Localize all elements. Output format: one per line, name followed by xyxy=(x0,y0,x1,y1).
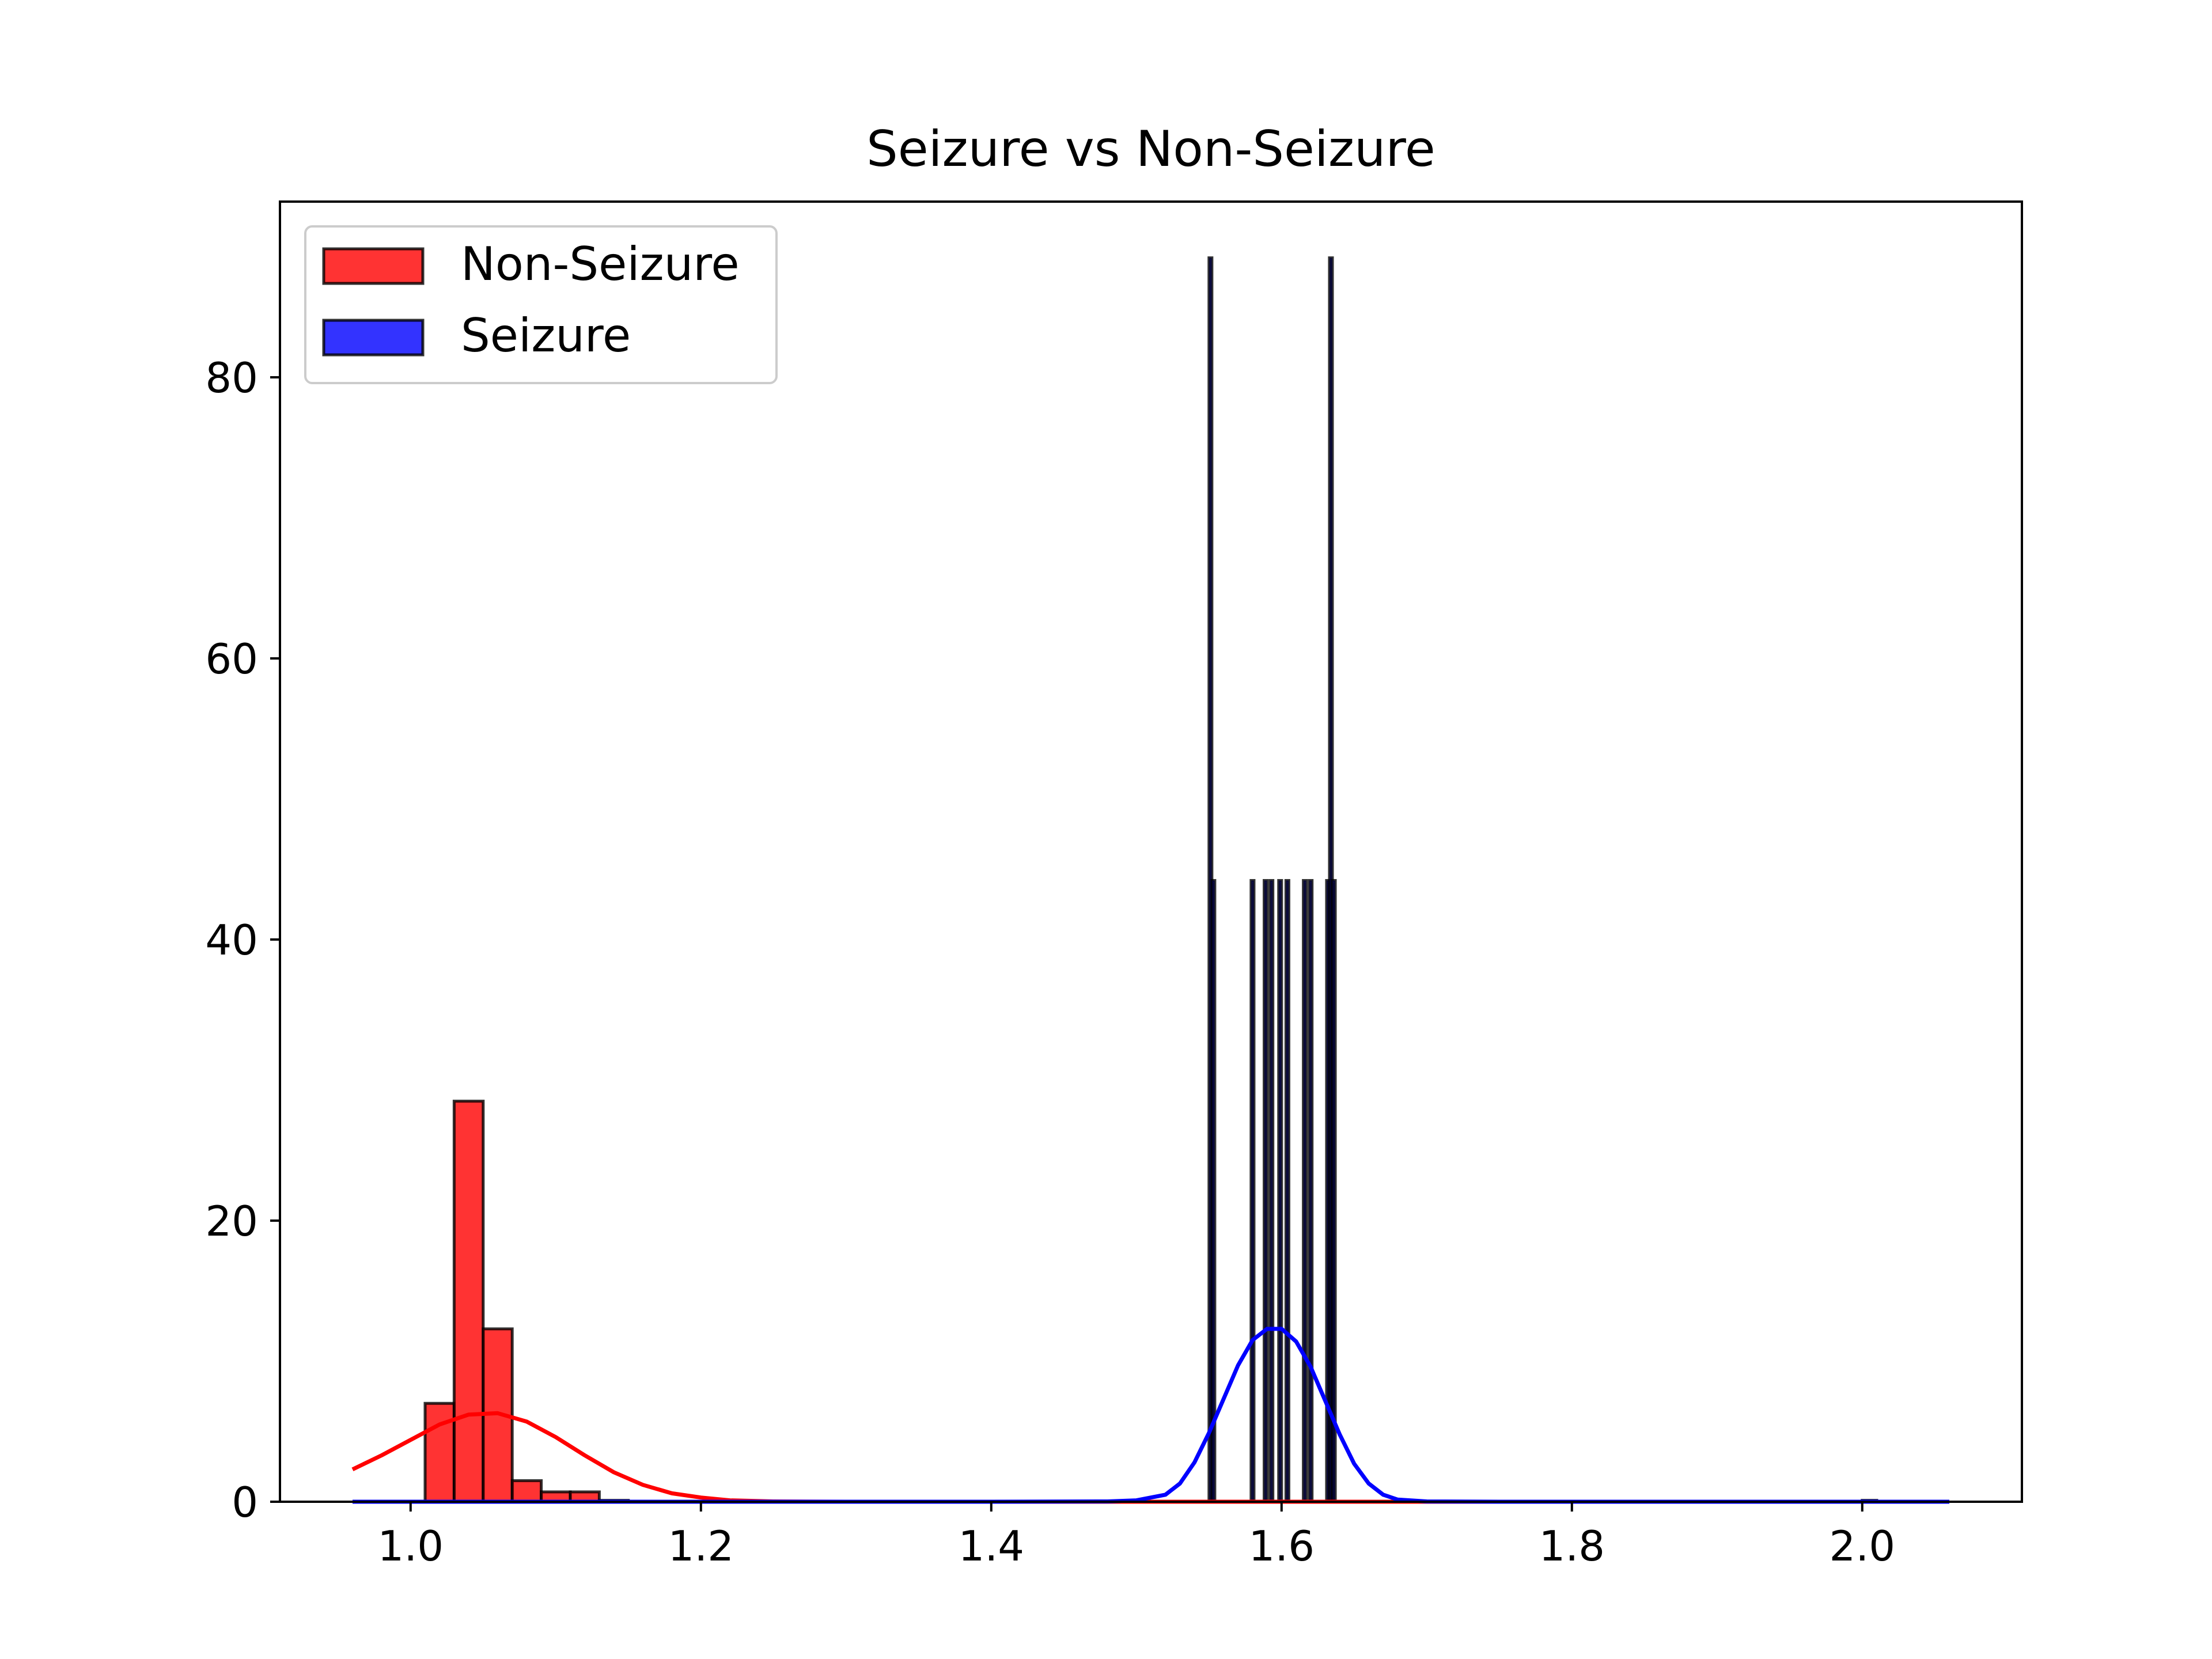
y-tick-label: 80 xyxy=(205,354,258,402)
non-seizure-bar xyxy=(510,1479,543,1503)
y-tick-label: 0 xyxy=(232,1478,258,1527)
legend-label-seizure: Seizure xyxy=(461,309,631,362)
seizure-bar xyxy=(1249,879,1256,1503)
x-tick-label: 1.2 xyxy=(668,1522,734,1570)
x-tick-label: 2.0 xyxy=(1830,1522,1896,1570)
legend-label-non-seizure: Non-Seizure xyxy=(461,237,740,291)
seizure-bar xyxy=(1263,879,1269,1503)
seizure-bar xyxy=(1302,879,1308,1503)
legend-swatch-seizure xyxy=(322,319,425,357)
seizure-bar xyxy=(1268,879,1275,1503)
x-tick-label: 1.6 xyxy=(1249,1522,1315,1570)
seizure-bar xyxy=(1284,879,1290,1503)
y-axis: 0 20 40 60 80 xyxy=(205,354,280,1527)
x-tick-label: 1.0 xyxy=(378,1522,444,1570)
seizure-density-line xyxy=(353,1327,1949,1504)
y-tick-label: 60 xyxy=(205,635,258,683)
non-seizure-bar xyxy=(452,1100,485,1503)
legend: Non-Seizure Seizure xyxy=(304,225,778,384)
y-tick-label: 20 xyxy=(205,1197,258,1245)
x-tick-label: 1.4 xyxy=(959,1522,1025,1570)
x-tick-label: 1.8 xyxy=(1539,1522,1605,1570)
seizure-bar xyxy=(1210,879,1217,1503)
seizure-bar xyxy=(1277,879,1283,1503)
axes-frame xyxy=(279,200,2023,1503)
chart-title: Seizure vs Non-Seizure xyxy=(866,120,1435,178)
non-seizure-bar xyxy=(423,1402,456,1503)
seizure-bar xyxy=(1331,879,1337,1503)
y-tick-label: 40 xyxy=(205,916,258,964)
legend-swatch-non-seizure xyxy=(322,247,425,285)
x-axis: 1.0 1.2 1.4 1.6 1.8 2.0 xyxy=(378,1502,1896,1570)
seizure-bar xyxy=(1308,879,1314,1503)
